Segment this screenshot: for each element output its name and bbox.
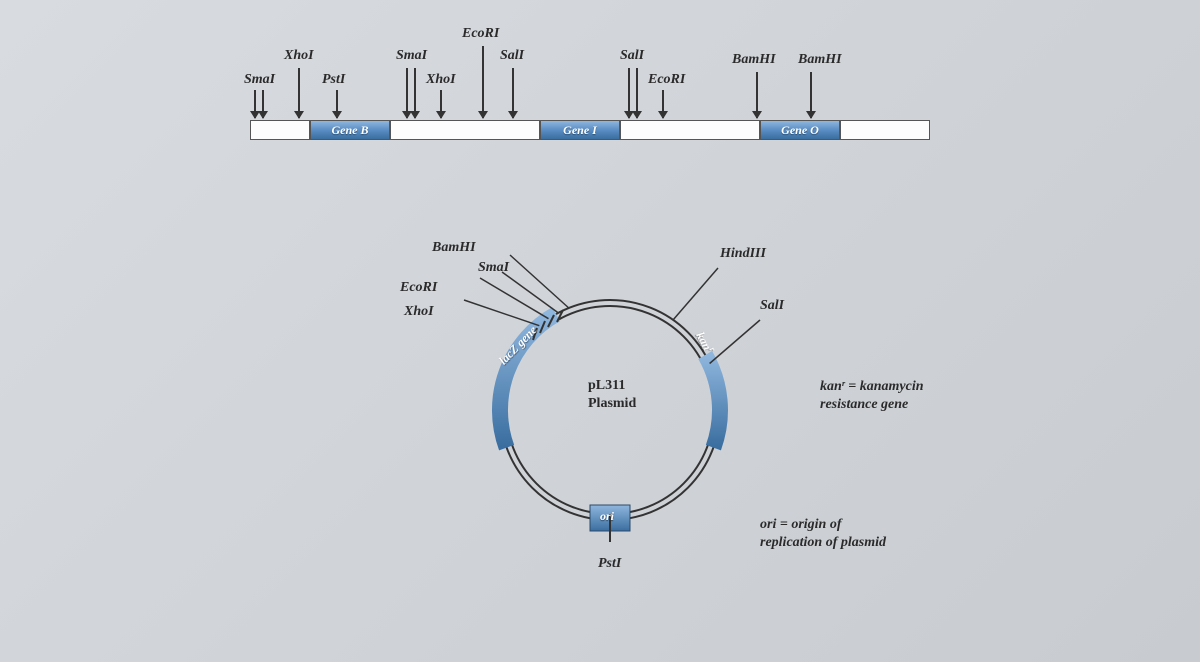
label-ecoRI-top: EcoRI xyxy=(462,26,499,42)
dna-seg-2 xyxy=(390,120,540,140)
dna-seg-3 xyxy=(620,120,760,140)
legend-ori: ori = origin of replication of plasmid xyxy=(760,516,886,552)
label-plasmid-xhoI: XhoI xyxy=(404,304,434,320)
legend-kan: kanʳ = kanamycin resistance gene xyxy=(820,378,924,414)
plasmid-name-1: pL311 xyxy=(588,378,625,394)
label-smaI-left: SmaI xyxy=(244,72,275,88)
label-plasmid-smaI: SmaI xyxy=(478,260,509,276)
label-ecoRI-2: EcoRI xyxy=(648,72,685,88)
label-plasmid-hindIII: HindIII xyxy=(720,246,766,262)
arrow-salI-2a xyxy=(628,68,630,118)
arrow-ecoRI-top xyxy=(482,46,484,118)
dna-seg-1 xyxy=(250,120,310,140)
label-salI-2: SalI xyxy=(620,48,644,64)
label-feature-ori: ori xyxy=(600,509,614,524)
arrow-salI-1 xyxy=(512,68,514,118)
label-bamHI-2: BamHI xyxy=(798,52,842,68)
label-plasmid-pstI: PstI xyxy=(598,556,621,572)
label-plasmid-ecoRI: EcoRI xyxy=(400,280,437,296)
arrow-xhoI-left xyxy=(298,68,300,118)
arrow-xhoI-mid xyxy=(440,90,442,118)
arrow-pstI xyxy=(336,90,338,118)
label-smaI-mid: SmaI xyxy=(396,48,427,64)
arrow-bamHI-1 xyxy=(756,72,758,118)
arrow-smaI-mid-b xyxy=(414,68,416,118)
label-xhoI-mid: XhoI xyxy=(426,72,456,88)
arrow-salI-2b xyxy=(636,68,638,118)
label-salI-1: SalI xyxy=(500,48,524,64)
gene-o: Gene O xyxy=(760,120,840,140)
arrow-smaI-left-b xyxy=(262,90,264,118)
arrow-smaI-left-a xyxy=(254,90,256,118)
label-xhoI-left: XhoI xyxy=(284,48,314,64)
label-plasmid-bamHI: BamHI xyxy=(432,240,476,256)
gene-b: Gene B xyxy=(310,120,390,140)
label-plasmid-salI: SalI xyxy=(760,298,784,314)
arrow-bamHI-2 xyxy=(810,72,812,118)
linear-restriction-map: Gene B Gene I Gene O xyxy=(250,120,930,140)
label-pstI: PstI xyxy=(322,72,345,88)
label-bamHI-1: BamHI xyxy=(732,52,776,68)
feature-kan-arc xyxy=(705,355,720,448)
plasmid-name-2: Plasmid xyxy=(588,396,636,412)
gene-i: Gene I xyxy=(540,120,620,140)
arrow-ecoRI-2 xyxy=(662,90,664,118)
arrow-smaI-mid-a xyxy=(406,68,408,118)
dna-seg-4 xyxy=(840,120,930,140)
